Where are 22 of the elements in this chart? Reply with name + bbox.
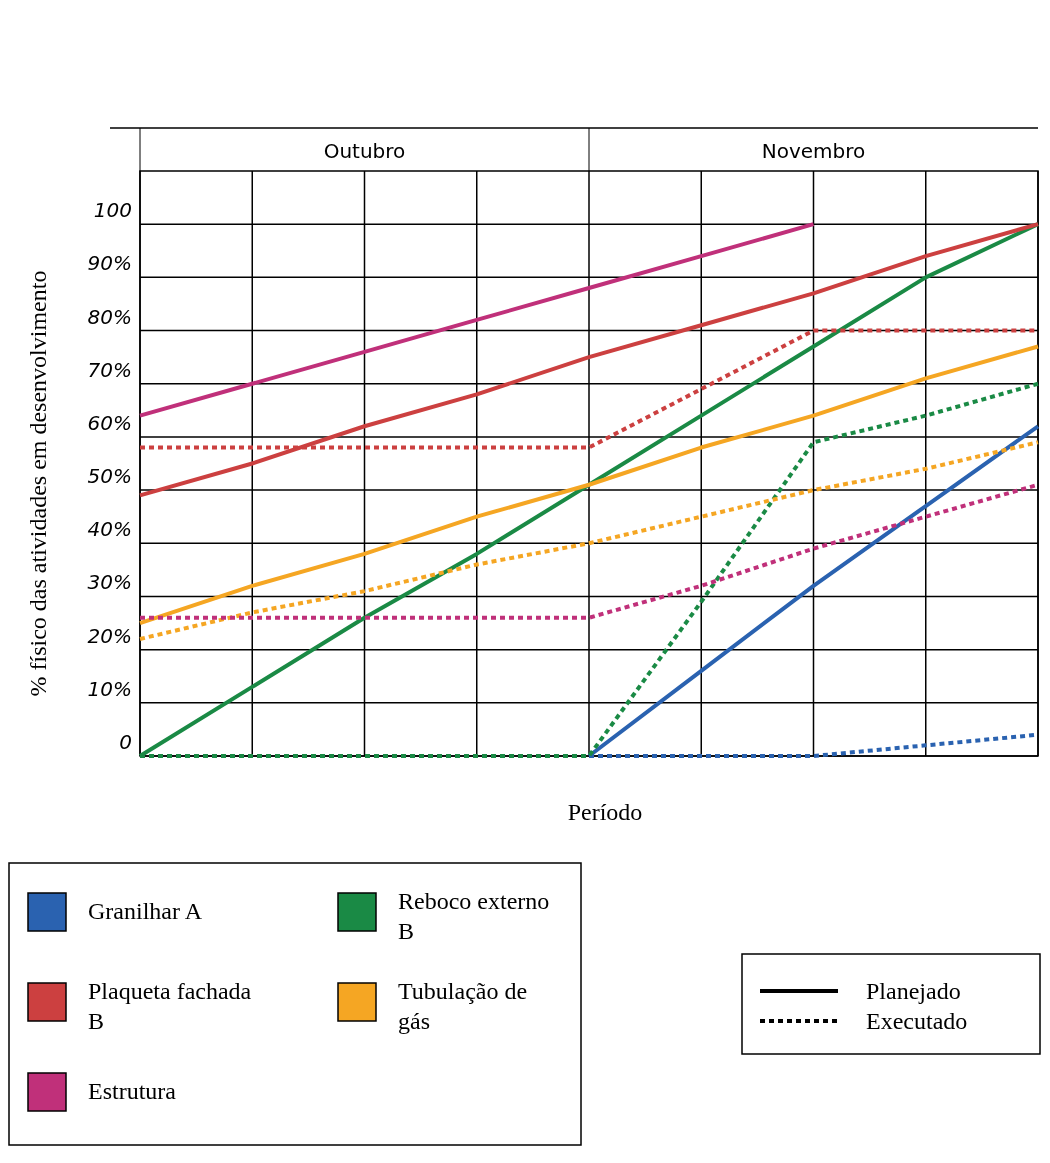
y-axis-title: % físico das atividades em desenvolvimento	[25, 270, 51, 697]
x-axis-title: Período	[567, 799, 643, 825]
y-tick-label: 70%	[87, 357, 132, 382]
legend-label: Granilhar A	[88, 898, 203, 924]
y-tick-label: 10%	[87, 676, 132, 701]
y-tick-label: 100	[93, 198, 132, 223]
y-tick-label: 0	[119, 730, 132, 754]
legend-label: Estrutura	[88, 1078, 177, 1104]
text: Outubro	[323, 139, 406, 163]
y-tick-label: 60%	[87, 410, 132, 435]
legend-label: Plaqueta fachada B	[88, 978, 252, 1034]
text: Executado	[866, 1008, 968, 1034]
y-tick-label: 80%	[87, 304, 132, 329]
legend-label: Reboco externo B	[398, 888, 550, 944]
y-tick-label: 40%	[87, 517, 132, 542]
text: Planejado	[866, 978, 961, 1004]
y-tick-label: 30%	[87, 570, 132, 595]
y-tick-label: 50%	[87, 464, 132, 489]
y-tick-label: 90%	[87, 251, 132, 276]
text: Novembro	[761, 139, 866, 163]
y-tick-label: 20%	[87, 623, 132, 648]
legend-label: Tubulação de gás	[398, 978, 528, 1034]
